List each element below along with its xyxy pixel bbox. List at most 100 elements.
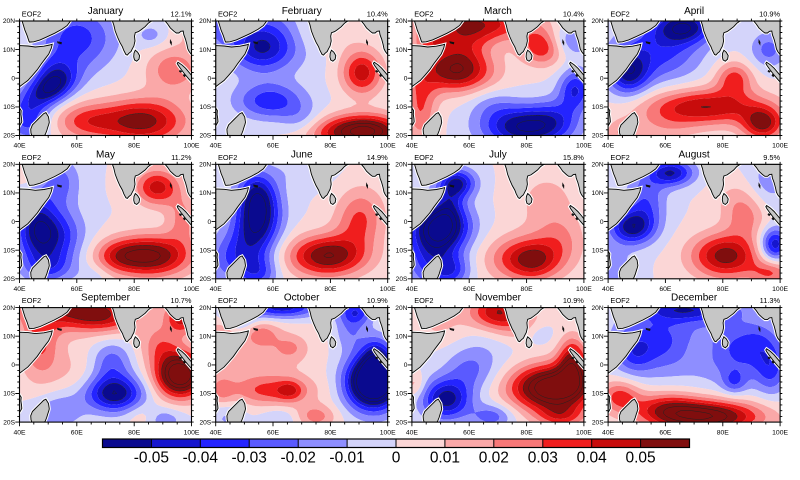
svg-text:10N: 10N [591,47,603,54]
svg-text:September: September [81,293,131,304]
svg-text:-0.01: -0.01 [329,450,364,467]
svg-text:December: December [671,293,718,304]
svg-text:EOF2: EOF2 [414,296,433,305]
svg-text:10.9%: 10.9% [367,296,388,305]
svg-text:20N: 20N [3,162,15,169]
svg-text:60E: 60E [463,429,476,436]
svg-text:0: 0 [392,450,401,467]
svg-text:10S: 10S [3,391,15,398]
svg-text:80E: 80E [324,429,337,436]
svg-text:March: March [484,6,512,17]
svg-text:February: February [282,6,322,17]
svg-text:0.05: 0.05 [626,450,656,467]
svg-text:80E: 80E [717,143,730,150]
svg-text:0: 0 [208,219,212,226]
svg-text:100E: 100E [380,143,396,150]
svg-text:EOF2: EOF2 [218,296,237,305]
svg-text:EOF2: EOF2 [218,10,237,19]
svg-text:10S: 10S [592,391,604,398]
svg-text:10N: 10N [3,190,15,197]
svg-text:60E: 60E [267,429,280,436]
svg-text:100E: 100E [184,286,200,293]
svg-text:10S: 10S [396,104,408,111]
svg-text:10S: 10S [3,104,15,111]
svg-text:20S: 20S [396,276,408,283]
svg-text:-0.03: -0.03 [232,450,267,467]
svg-text:EOF2: EOF2 [22,10,41,19]
svg-text:10S: 10S [396,391,408,398]
svg-text:40E: 40E [406,286,419,293]
svg-text:August: August [679,149,710,160]
svg-text:-0.04: -0.04 [183,450,219,467]
svg-text:80E: 80E [717,429,730,436]
svg-text:60E: 60E [71,429,84,436]
svg-text:80E: 80E [324,143,337,150]
svg-text:11.3%: 11.3% [760,296,781,305]
svg-text:20S: 20S [592,133,604,140]
svg-text:100E: 100E [576,286,592,293]
svg-text:EOF2: EOF2 [610,10,629,19]
svg-text:20N: 20N [591,18,603,25]
svg-text:80E: 80E [128,143,141,150]
svg-text:-0.05: -0.05 [134,450,169,467]
svg-text:20S: 20S [396,419,408,426]
svg-text:100E: 100E [772,286,788,293]
svg-text:June: June [291,149,313,160]
svg-text:0: 0 [404,362,408,369]
svg-text:20N: 20N [199,18,211,25]
svg-text:0: 0 [404,219,408,226]
svg-text:10.4%: 10.4% [563,10,584,19]
svg-text:0.03: 0.03 [528,450,558,467]
svg-text:10N: 10N [199,333,211,340]
svg-text:10S: 10S [396,247,408,254]
svg-text:0: 0 [208,76,212,83]
svg-text:10N: 10N [3,47,15,54]
svg-text:11.2%: 11.2% [171,153,192,162]
svg-text:15.8%: 15.8% [563,153,584,162]
svg-text:60E: 60E [71,143,84,150]
svg-text:100E: 100E [380,286,396,293]
svg-text:60E: 60E [659,143,672,150]
svg-text:12.1%: 12.1% [171,10,192,19]
svg-text:10S: 10S [592,247,604,254]
svg-text:100E: 100E [576,143,592,150]
svg-text:60E: 60E [463,143,476,150]
svg-text:10S: 10S [199,247,211,254]
svg-text:20N: 20N [199,305,211,312]
svg-text:14.9%: 14.9% [367,153,388,162]
svg-text:40E: 40E [210,429,223,436]
svg-text:60E: 60E [463,286,476,293]
svg-text:60E: 60E [267,286,280,293]
svg-text:0.02: 0.02 [479,450,509,467]
svg-text:100E: 100E [772,143,788,150]
svg-text:20S: 20S [592,276,604,283]
svg-text:10N: 10N [395,190,407,197]
svg-text:80E: 80E [717,286,730,293]
svg-text:20N: 20N [395,162,407,169]
svg-text:40E: 40E [13,143,26,150]
svg-text:10S: 10S [592,104,604,111]
svg-text:0: 0 [600,76,604,83]
svg-text:80E: 80E [324,286,337,293]
svg-text:40E: 40E [210,286,223,293]
svg-text:EOF2: EOF2 [414,153,433,162]
svg-text:20N: 20N [3,18,15,25]
svg-text:0: 0 [11,362,15,369]
svg-text:20N: 20N [199,162,211,169]
svg-text:20N: 20N [591,162,603,169]
svg-text:20S: 20S [3,419,15,426]
svg-text:40E: 40E [406,143,419,150]
svg-text:-0.02: -0.02 [281,450,316,467]
svg-text:20N: 20N [591,305,603,312]
svg-text:October: October [284,293,320,304]
svg-text:20N: 20N [395,305,407,312]
svg-text:100E: 100E [184,143,200,150]
svg-text:0: 0 [11,219,15,226]
svg-text:0: 0 [11,76,15,83]
svg-text:April: April [684,6,704,17]
svg-text:40E: 40E [210,143,223,150]
svg-text:10N: 10N [591,190,603,197]
svg-text:40E: 40E [602,143,615,150]
svg-text:EOF2: EOF2 [610,153,629,162]
svg-text:80E: 80E [521,429,534,436]
